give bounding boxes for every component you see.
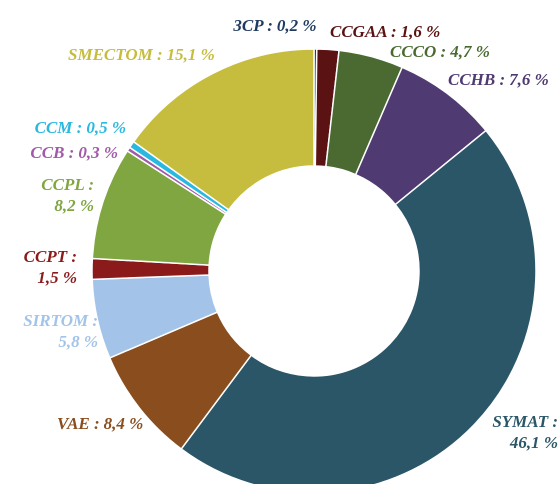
slice-label: CCPL : 8,2 %: [41, 175, 94, 215]
label-value: 0,2 %: [277, 16, 317, 35]
label-category: CCPL :: [41, 175, 94, 194]
slice-label: VAE :8,4 %: [57, 414, 143, 433]
label-category: CCCO :: [390, 42, 446, 61]
label-category: SMECTOM :: [68, 45, 163, 64]
slice-label: CCHB :7,6 %: [448, 70, 549, 89]
slice-label: CCGAA :1,6 %: [330, 22, 440, 41]
label-category: CCHB :: [448, 70, 505, 89]
slice-label: CCM :0,5 %: [35, 118, 126, 137]
slice-label: 3CP :0,2 %: [232, 16, 316, 35]
label-value: 0,3 %: [78, 143, 118, 162]
label-value: 46,1 %: [509, 433, 558, 452]
label-value: 7,6 %: [509, 70, 549, 89]
label-category: CCPT :: [24, 247, 77, 266]
label-value: 4,7 %: [449, 42, 490, 61]
label-category: VAE :: [57, 414, 100, 433]
label-value: 15,1 %: [167, 45, 215, 64]
label-category: SIRTOM :: [23, 311, 98, 330]
slice-label: SYMAT : 46,1 %: [492, 412, 558, 452]
label-category: SYMAT :: [492, 412, 558, 431]
label-value: 8,2 %: [54, 196, 94, 215]
slice-label: SIRTOM : 5,8 %: [23, 311, 98, 351]
label-value: 8,4 %: [104, 414, 144, 433]
label-category: CCM :: [35, 118, 83, 137]
donut-slice: [132, 48, 315, 211]
label-value: 1,6 %: [401, 22, 441, 41]
slice-label: SMECTOM :15,1 %: [68, 45, 215, 64]
slice-label: CCCO :4,7 %: [390, 42, 490, 61]
label-value: 5,8 %: [58, 332, 98, 351]
slice-label: CCB :0,3 %: [30, 143, 118, 162]
label-category: CCGAA :: [330, 22, 397, 41]
donut-slice: [180, 129, 537, 484]
label-value: 0,5 %: [86, 118, 126, 137]
label-category: 3CP :: [232, 16, 273, 35]
slice-label: CCPT : 1,5 %: [24, 247, 77, 287]
label-value: 1,5 %: [37, 268, 77, 287]
label-category: CCB :: [30, 143, 74, 162]
